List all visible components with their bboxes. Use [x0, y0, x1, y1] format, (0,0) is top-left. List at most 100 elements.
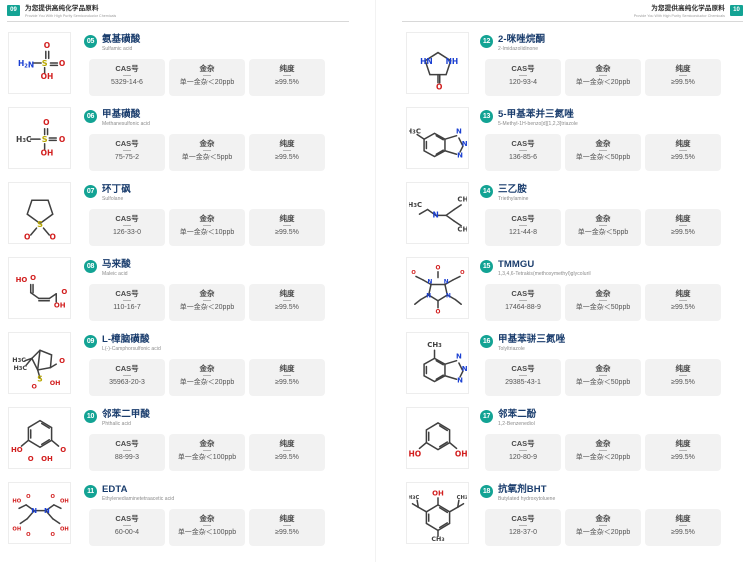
page-header-right: 为您提供高纯化学品原料 Provide You With High Purity… [376, 0, 750, 26]
svg-text:OH: OH [53, 302, 65, 310]
product-row[interactable]: CH3NNN 16 甲基苯骈三氮唑 Tolyltriazole CAS号 293… [376, 330, 750, 405]
product-row[interactable]: N H3C CH3 CH3 14 三乙胺 Triethylamine CAS号 121… [376, 180, 750, 255]
spec-group: CAS号 17464-88-9 金杂 单一金杂＜50ppb 纯度 ≥99.5% [485, 284, 750, 321]
product-index-badge: 12 [480, 35, 493, 48]
product-row[interactable]: HO OH 17 邻苯二酚 1,2-Benzenediol CAS号 120-80… [376, 405, 750, 480]
svg-text:N: N [461, 140, 466, 148]
spec-value: ≥99.5% [671, 229, 695, 236]
spec-value: 75-75-2 [114, 154, 140, 161]
spec-label: CAS号 [115, 514, 139, 523]
spec-label: 金杂 [199, 214, 215, 223]
svg-text:O: O [43, 41, 50, 50]
product-name-cn: 邻苯二酚 [498, 409, 537, 420]
svg-text:N: N [432, 211, 438, 220]
product-name-en: Butylated hydroxytoluene [498, 496, 556, 502]
spec-divider [599, 525, 607, 526]
product-index-badge: 06 [84, 110, 97, 123]
product-index-badge: 15 [480, 260, 493, 273]
spec-label: 金杂 [199, 514, 215, 523]
spec-group: CAS号 110-16-7 金杂 单一金杂＜20ppb 纯度 ≥99.5% [89, 284, 375, 321]
spec-label: 金杂 [595, 289, 611, 298]
svg-text:OH: OH [59, 526, 68, 532]
product-row[interactable]: H3C S O O OH 06 甲基磺酸 Methanesulfonic acid CA… [0, 105, 375, 180]
spec-group: CAS号 128-37-0 金杂 单一金杂＜20ppb 纯度 ≥99.5% [485, 509, 750, 546]
svg-text:HO: HO [409, 450, 422, 459]
svg-text:N: N [455, 352, 461, 360]
spec-purity: 纯度 ≥99.5% [249, 359, 325, 396]
product-name-en: Sulfolane [102, 196, 124, 202]
spec-cas: CAS号 110-16-7 [89, 284, 165, 321]
spec-divider [123, 375, 131, 376]
spec-cas: CAS号 29385-43-1 [485, 359, 561, 396]
spec-value: ≥99.5% [275, 229, 299, 236]
svg-text:HO: HO [11, 446, 23, 454]
spec-divider [599, 300, 607, 301]
product-name-cn: 马来酸 [102, 259, 131, 270]
header-title-cn: 为您提供高纯化学品原料 [25, 5, 99, 12]
spec-value: ≥99.5% [275, 154, 299, 161]
spec-purity: 纯度 ≥99.5% [249, 434, 325, 471]
spec-divider [679, 75, 687, 76]
spec-value: 单一金杂＜20ppb [575, 79, 631, 86]
page-number-badge: 09 [7, 5, 20, 16]
svg-text:CH3: CH3 [427, 341, 442, 349]
spec-label: CAS号 [115, 139, 139, 148]
svg-text:HO: HO [15, 276, 27, 284]
product-row[interactable]: HO O OH O 08 马来酸 Maleic acid CAS号 110-16-7 … [0, 255, 375, 330]
product-name-cn: 三乙胺 [498, 184, 527, 195]
spec-label: CAS号 [511, 289, 535, 298]
spec-label: 金杂 [199, 64, 215, 73]
svg-text:OH: OH [40, 72, 53, 81]
svg-text:O: O [43, 118, 50, 127]
svg-text:N: N [446, 293, 451, 299]
product-row[interactable]: OH CH3 H3C CH3 18 抗氧剂BHT Butylated hydroxyt… [376, 480, 750, 555]
spec-value: 126-33-0 [112, 229, 142, 236]
header-divider [7, 21, 349, 22]
product-index-badge: 14 [480, 185, 493, 198]
spec-divider [679, 375, 687, 376]
svg-text:O: O [58, 59, 65, 68]
spec-cas: CAS号 128-37-0 [485, 509, 561, 546]
spec-label: 纯度 [675, 364, 691, 373]
spec-cas: CAS号 136-85-6 [485, 134, 561, 171]
spec-divider [283, 450, 291, 451]
svg-text:O: O [30, 274, 36, 282]
product-row[interactable]: N N N N O O O O 15 TMMGU 1,3,4,6-Tetrakis(metho… [376, 255, 750, 330]
product-row[interactable]: N N HO OH OH OH O O O O 11 EDTA Ethylenediaminete… [0, 480, 375, 555]
spec-cas: CAS号 121-44-8 [485, 209, 561, 246]
spec-cas: CAS号 88-99-3 [89, 434, 165, 471]
molecular-structure-image: H3CNNN [406, 107, 469, 169]
spec-value: 单一金杂＜50ppb [575, 304, 631, 311]
spec-value: 17464-88-9 [505, 304, 541, 311]
product-row[interactable]: H2N S O O OH 05 氨基磺酸 Sulfamic acid CAS号 5329… [0, 30, 375, 105]
svg-text:N: N [457, 377, 463, 385]
svg-text:O: O [58, 135, 65, 144]
spec-label: CAS号 [511, 139, 535, 148]
spec-purity: 纯度 ≥99.5% [645, 209, 721, 246]
header-divider [402, 21, 743, 22]
spec-value: 60-00-4 [114, 529, 140, 536]
spec-value: ≥99.5% [275, 454, 299, 461]
spec-label: 纯度 [675, 439, 691, 448]
product-row[interactable]: H3C H3C O S O OH 09 L-樟脑磺酸 L(-)-Camphorsulfon… [0, 330, 375, 405]
svg-text:H3C: H3C [16, 135, 32, 144]
product-index-badge: 17 [480, 410, 493, 423]
spec-divider [203, 75, 211, 76]
product-row[interactable]: H3CNNN 13 5-甲基苯并三氮唑 5-Methyl-1H-benzo[d]… [376, 105, 750, 180]
spec-label: 纯度 [675, 139, 691, 148]
spec-divider [203, 225, 211, 226]
spec-purity: 纯度 ≥99.5% [645, 284, 721, 321]
svg-text:O: O [460, 270, 465, 276]
spec-divider [519, 300, 527, 301]
spec-value: 单一金杂＜100ppb [177, 454, 237, 461]
spec-value: ≥99.5% [275, 379, 299, 386]
page-number-badge: 10 [730, 5, 743, 16]
product-row[interactable]: HN NH O 12 2-咪唑烷酮 2-Imidazolidinone CAS号 1… [376, 30, 750, 105]
spec-divider [203, 375, 211, 376]
product-name-cn: 抗氧剂BHT [498, 484, 547, 495]
product-row[interactable]: HO O OH O 10 邻苯二甲酸 Phthalic acid CAS号 88-99… [0, 405, 375, 480]
spec-purity: 纯度 ≥99.5% [249, 59, 325, 96]
product-index-badge: 09 [84, 335, 97, 348]
